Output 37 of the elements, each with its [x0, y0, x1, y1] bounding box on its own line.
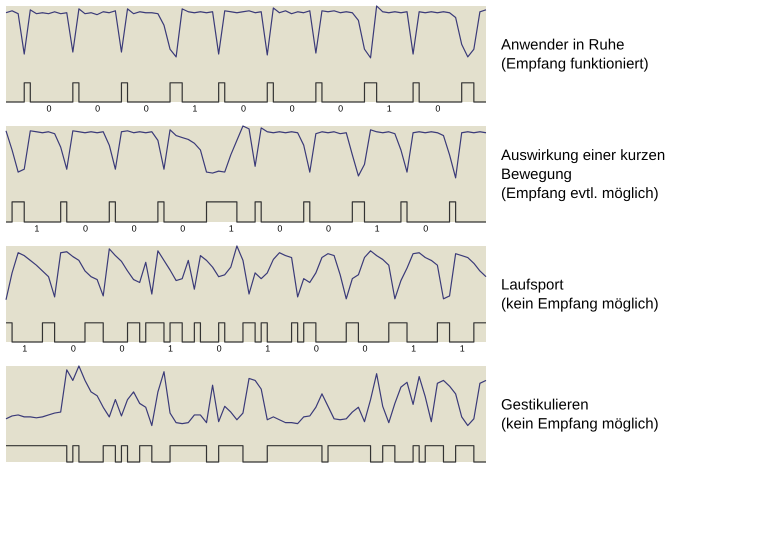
text: (Empfang evtl. möglich) [501, 185, 659, 202]
x-tick-label: 0 [70, 344, 76, 354]
x-tick-label: 0 [46, 104, 52, 114]
x-tick-label: 0 [290, 104, 295, 114]
text: Auswirkung einer kurzen [501, 147, 666, 164]
x-tick-label: 1 [411, 344, 416, 354]
text: Bewegung [501, 166, 572, 183]
x-tick-label: 1 [386, 104, 392, 114]
x-tick-label: 0 [314, 344, 319, 354]
x-tick-label: 1 [168, 344, 174, 354]
x-tick-label: 1 [460, 344, 465, 354]
x-tick-label: 0 [216, 344, 222, 354]
x-tick-label: 0 [95, 104, 100, 114]
text: Laufsport [501, 276, 564, 294]
x-tick-label: 0 [435, 104, 440, 114]
x-tick-label: 0 [240, 104, 246, 114]
x-tick-label: 0 [82, 224, 88, 234]
text: Anwender in Ruhe [501, 36, 624, 54]
x-tick-label: 0 [180, 224, 186, 234]
x-tick-label: 0 [362, 344, 368, 354]
x-tick-label: 0 [423, 224, 428, 234]
x-tick-label: 0 [277, 224, 282, 234]
x-tick-label: 1 [265, 344, 270, 354]
x-tick-label: 0 [338, 104, 344, 114]
text: Gestikulieren [501, 396, 589, 414]
x-tick-label: 0 [132, 224, 137, 234]
text: (kein Empfang möglich) [501, 296, 659, 312]
x-tick-label: 1 [22, 344, 28, 354]
x-tick-label: 1 [192, 104, 198, 114]
text: (kein Empfang möglich) [501, 416, 659, 432]
x-tick-label: 0 [326, 224, 332, 234]
x-tick-label: 1 [374, 224, 380, 234]
x-tick-label: 1 [34, 224, 40, 234]
x-tick-label: 0 [144, 104, 149, 114]
text: (Empfang funktioniert) [501, 56, 649, 72]
x-tick-label: 1 [228, 224, 234, 234]
x-tick-label: 0 [119, 344, 124, 354]
